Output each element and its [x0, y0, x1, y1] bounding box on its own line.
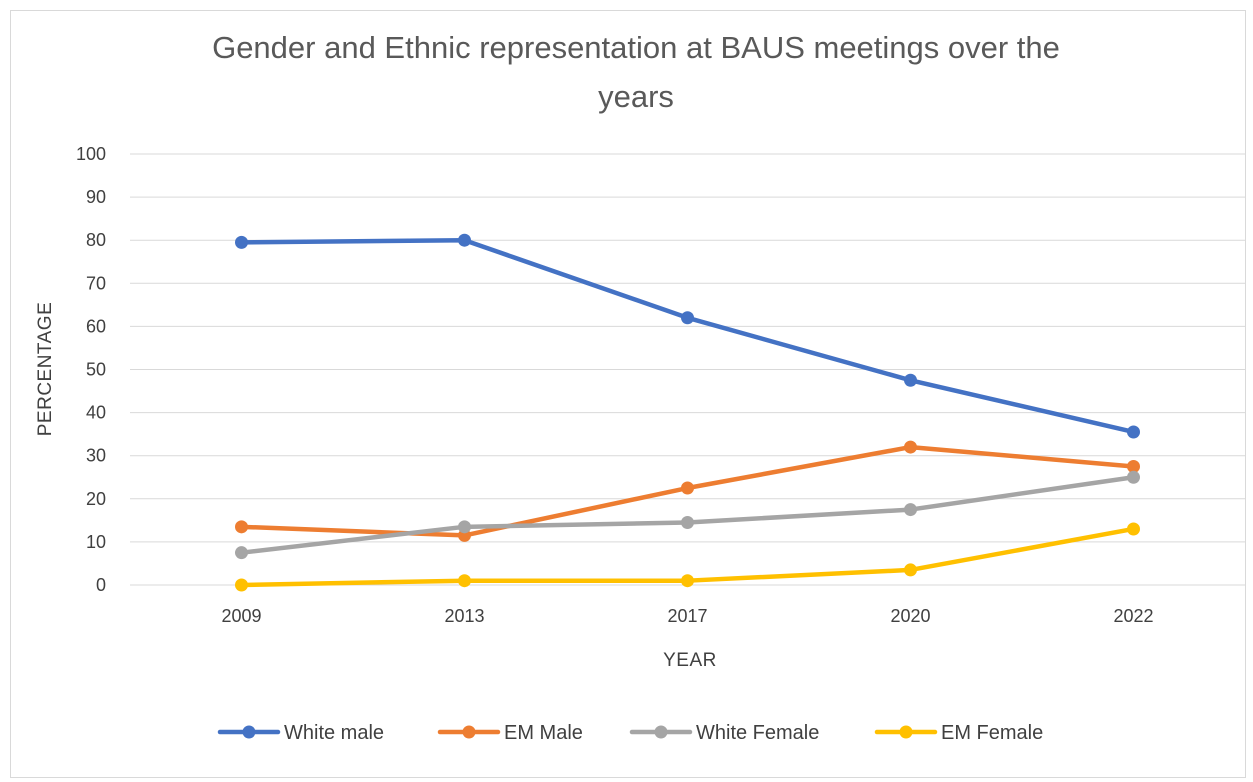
legend-marker [242, 725, 256, 739]
series-line [239, 237, 1136, 435]
y-axis-title: PERCENTAGE [35, 302, 56, 437]
series-group [235, 440, 1140, 542]
data-point [681, 481, 694, 495]
y-tick-label: 30 [86, 446, 106, 466]
data-point [1127, 470, 1140, 484]
x-axis-title: YEAR [663, 650, 717, 671]
data-point [235, 520, 248, 534]
data-point [235, 578, 248, 592]
legend-label: EM Male [504, 722, 583, 744]
x-tick-label: 2013 [444, 606, 484, 626]
legend-label: White male [284, 722, 384, 744]
y-tick-label: 70 [86, 273, 106, 293]
x-tick-label: 2022 [1113, 606, 1153, 626]
legend-marker [654, 725, 668, 739]
legend-item: White male [217, 722, 384, 744]
y-tick-label: 100 [76, 144, 106, 164]
data-point [681, 311, 694, 325]
data-point [458, 520, 471, 534]
legend-label: EM Female [941, 722, 1043, 744]
legend-label: White Female [696, 722, 819, 744]
y-tick-label: 10 [86, 532, 106, 552]
data-point [1127, 425, 1140, 439]
x-tick-label: 2020 [890, 606, 930, 626]
y-axis-ticks: 0 10 20 30 40 50 60 70 80 90 100 [76, 144, 106, 595]
y-tick-label: 60 [86, 316, 106, 336]
legend-item: EM Male [437, 722, 583, 744]
legend-item: EM Female [874, 722, 1043, 744]
y-tick-label: 0 [96, 575, 106, 595]
series-lines [235, 233, 1140, 592]
chart-title-line-1: Gender and Ethnic representation at BAUS… [212, 30, 1060, 65]
data-point [904, 563, 917, 577]
chart-title-line-2: years [598, 79, 674, 114]
data-point [681, 516, 694, 530]
x-tick-label: 2009 [221, 606, 261, 626]
x-tick-label: 2017 [667, 606, 707, 626]
y-tick-label: 20 [86, 489, 106, 509]
y-tick-label: 80 [86, 230, 106, 250]
data-point [235, 235, 248, 249]
data-point [681, 574, 694, 588]
data-point [235, 546, 248, 560]
chart-area [10, 10, 1246, 778]
data-point [904, 503, 917, 517]
legend-marker [899, 725, 913, 739]
legend-item: White Female [629, 722, 819, 744]
series-group [235, 233, 1140, 439]
legend-marker [462, 725, 476, 739]
data-point [904, 440, 917, 454]
data-point [458, 574, 471, 588]
data-point [904, 373, 917, 387]
data-point [458, 233, 471, 247]
y-tick-label: 50 [86, 360, 106, 380]
data-point [1127, 522, 1140, 536]
legend: White male EM Male White Female EM Female [217, 722, 1043, 744]
data-point [1127, 459, 1140, 473]
x-axis-ticks: 2009 2013 2017 2020 2022 [221, 606, 1153, 626]
y-tick-label: 90 [86, 187, 106, 207]
y-tick-label: 40 [86, 403, 106, 423]
series-group [235, 522, 1140, 592]
series-group [235, 470, 1140, 560]
